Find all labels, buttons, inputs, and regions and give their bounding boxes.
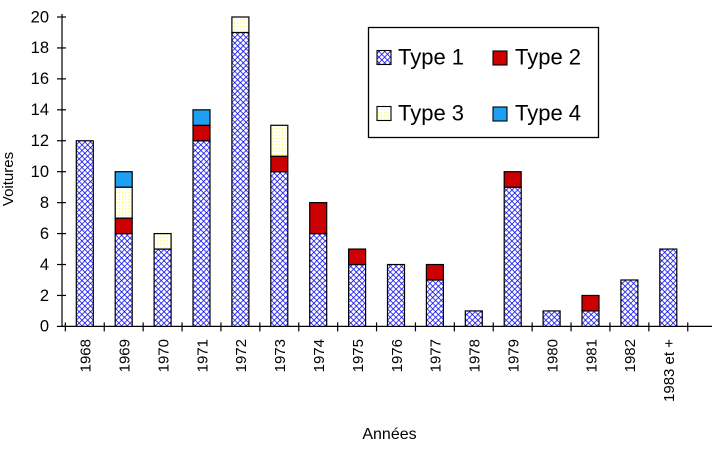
svg-text:1970: 1970 <box>155 339 172 372</box>
svg-text:1982: 1982 <box>622 339 639 372</box>
svg-text:2: 2 <box>40 287 49 305</box>
svg-text:Années: Années <box>362 426 416 443</box>
svg-text:1973: 1973 <box>272 339 289 372</box>
svg-text:1978: 1978 <box>467 339 484 372</box>
svg-text:Type 2: Type 2 <box>515 45 581 70</box>
svg-text:1972: 1972 <box>233 339 250 372</box>
svg-text:Type 3: Type 3 <box>398 101 464 126</box>
svg-text:8: 8 <box>40 194 49 212</box>
svg-text:1980: 1980 <box>544 339 561 372</box>
svg-text:1976: 1976 <box>389 339 406 372</box>
svg-text:4: 4 <box>40 256 49 274</box>
svg-text:1977: 1977 <box>428 339 445 372</box>
svg-text:1975: 1975 <box>350 339 367 372</box>
svg-text:1979: 1979 <box>506 339 523 372</box>
svg-text:0: 0 <box>40 318 49 336</box>
svg-text:1969: 1969 <box>117 339 134 372</box>
svg-text:18: 18 <box>31 39 49 57</box>
svg-text:Type 4: Type 4 <box>515 101 581 126</box>
svg-text:1981: 1981 <box>583 339 600 372</box>
svg-text:1983 et +: 1983 et + <box>661 339 678 402</box>
svg-text:14: 14 <box>31 101 49 119</box>
svg-text:10: 10 <box>31 163 49 181</box>
svg-text:1971: 1971 <box>194 339 211 372</box>
svg-text:16: 16 <box>31 70 49 88</box>
svg-text:12: 12 <box>31 132 49 150</box>
svg-text:20: 20 <box>31 8 49 26</box>
svg-text:1974: 1974 <box>311 339 328 372</box>
svg-text:Voitures: Voitures <box>0 152 17 206</box>
svg-text:6: 6 <box>40 225 49 243</box>
svg-text:Type 1: Type 1 <box>398 45 464 70</box>
svg-text:1968: 1968 <box>78 339 95 372</box>
